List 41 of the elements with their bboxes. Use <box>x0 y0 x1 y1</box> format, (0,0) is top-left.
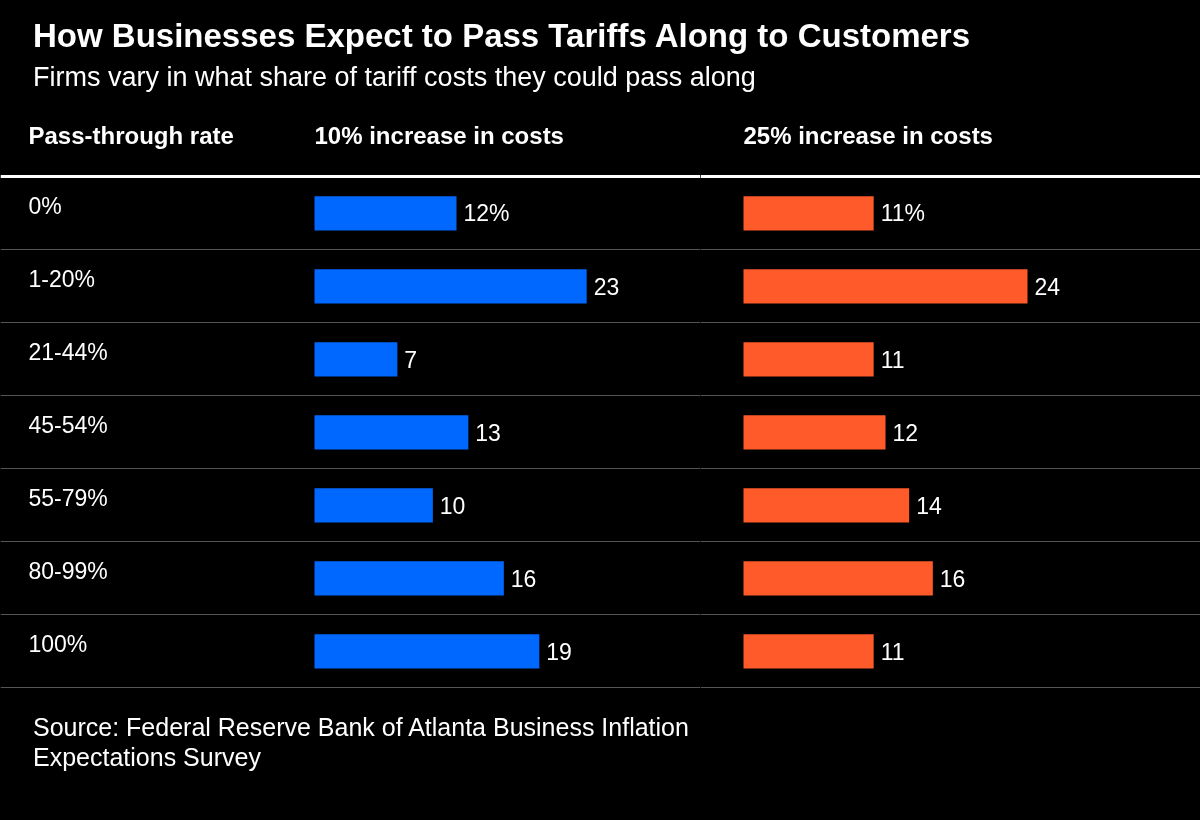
bar <box>743 268 1028 304</box>
bar <box>314 196 457 231</box>
chart-subtitle: Firms vary in what share of tariff costs they could pass along <box>33 61 756 95</box>
bar <box>743 341 874 377</box>
y-tick-label: 21-44% <box>28 338 108 365</box>
data-label: 16 <box>939 565 966 592</box>
y-tick-label: 45-54% <box>28 411 108 438</box>
y-tick-label: 1-20% <box>28 265 95 292</box>
y-tick-label: 80-99% <box>28 557 108 584</box>
data-label: 16 <box>510 565 537 592</box>
bar <box>743 560 933 596</box>
y-tick-label: 100% <box>28 630 88 657</box>
x-axis-title: 10% increase in costs <box>314 121 564 149</box>
data-label: 24 <box>1034 273 1061 300</box>
x-axis-title: 25% increase in costs <box>743 121 993 149</box>
data-label: 12 <box>892 419 919 446</box>
data-label: 23 <box>593 273 620 300</box>
data-label: 19 <box>546 638 572 665</box>
bar <box>743 487 910 523</box>
data-label: 13 <box>475 419 501 446</box>
data-label: 11% <box>880 200 925 227</box>
bar <box>743 196 874 231</box>
bar <box>743 414 886 450</box>
bar <box>314 633 540 669</box>
data-label: 10 <box>439 492 466 519</box>
y-tick-label: 55-79% <box>28 484 108 511</box>
data-label: 11 <box>880 346 905 373</box>
data-label: 12% <box>463 200 510 227</box>
y-tick-label: 0% <box>28 192 62 219</box>
data-label: 11 <box>880 638 905 665</box>
bar <box>314 268 587 304</box>
data-label: 14 <box>916 492 942 519</box>
bar <box>314 487 433 523</box>
data-label: 7 <box>404 346 418 373</box>
bar <box>314 341 398 377</box>
y-axis-title: Pass-through rate <box>28 121 234 149</box>
source-note: Source: Federal Reserve Bank of Atlanta Business Inflation Expectations Survey <box>33 711 690 772</box>
bar <box>314 560 504 596</box>
bar <box>314 414 469 450</box>
bar <box>743 633 874 669</box>
chart-title: How Businesses Expect to Pass Tariffs Along to Customers <box>33 16 971 56</box>
